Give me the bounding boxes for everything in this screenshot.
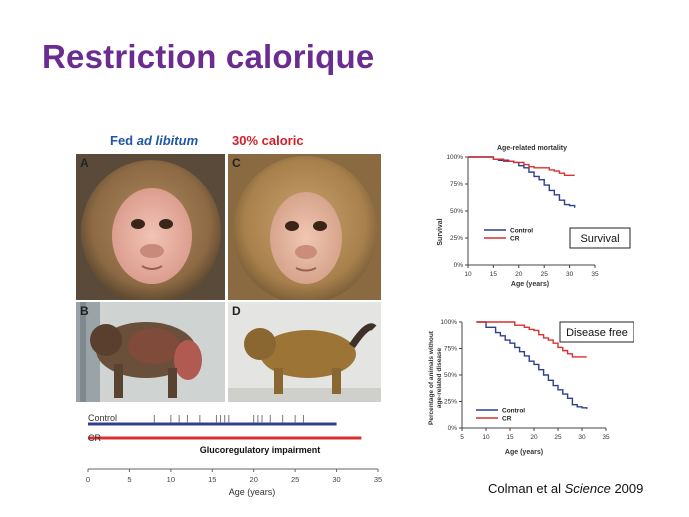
disease-free-y-axis-label-line1: Percentage of animals without [428, 330, 435, 425]
disease-free-x-tick-label: 30 [578, 434, 586, 441]
timeline-cr-label: CR [88, 433, 101, 443]
slide-title: Restriction calorique [42, 38, 375, 75]
monkey-body-illustration [228, 302, 381, 402]
citation-authors: Colman et al [488, 481, 565, 496]
disease-free-annotation: Disease free [566, 327, 628, 339]
disease-free-series-cr-line [476, 321, 587, 358]
monkey-body-illustration [76, 302, 225, 402]
survival-x-tick-label: 20 [515, 271, 523, 278]
monkey-face-illustration [228, 154, 381, 300]
panel-label-c: C [232, 156, 241, 170]
survival-x-tick-label: 35 [591, 271, 599, 278]
citation: Colman et al Science 2009 [488, 481, 643, 496]
monkey-face-illustration [76, 154, 225, 300]
survival-y-tick-label: 75% [450, 181, 463, 188]
timeline-x-tick-label: 5 [127, 475, 131, 484]
disease-free-y-tick-label: 25% [444, 399, 457, 406]
survival-y-tick-label: 100% [446, 154, 463, 161]
timeline-x-tick-label: 25 [291, 475, 299, 484]
disease-free-chart: Percentage of animals without age-relate… [428, 319, 634, 456]
survival-x-tick-label: 25 [541, 271, 549, 278]
column-header-caloric: 30% caloric [232, 133, 304, 148]
timeline-annotation: Glucoregulatory impairment [200, 445, 321, 455]
disease-free-y-tick-label: 100% [440, 319, 457, 326]
survival-chart-title: Age-related mortality [497, 145, 567, 152]
photo-panel-d: D [228, 302, 381, 402]
survival-y-tick-label: 25% [450, 235, 463, 242]
disease-free-y-tick-label: 50% [444, 372, 457, 379]
disease-free-x-tick-label: 5 [460, 434, 464, 441]
disease-free-x-tick-label: 15 [506, 434, 514, 441]
disease-free-y-axis-label-line2: age-related disease [436, 347, 443, 408]
disease-free-legend-label-control: Control [502, 408, 525, 415]
disease-free-x-tick-label: 25 [554, 434, 562, 441]
survival-x-tick-label: 30 [566, 271, 574, 278]
survival-x-tick-label: 10 [464, 271, 472, 278]
disease-free-x-tick-label: 20 [530, 434, 538, 441]
timeline-x-tick-label: 15 [208, 475, 216, 484]
survival-annotation: Survival [580, 233, 619, 245]
photo-panel-a: A [76, 154, 225, 300]
survival-y-tick-label: 0% [454, 262, 464, 269]
column-header-fed-emphasis: ad libitum [136, 133, 199, 148]
panel-label-b: B [80, 304, 89, 318]
timeline-x-axis-label: Age (years) [229, 487, 276, 497]
photo-panel-c: C [228, 154, 381, 300]
panel-label-d: D [232, 304, 241, 318]
timeline-x-tick-label: 0 [86, 475, 90, 484]
column-header-fed-prefix: Fed [110, 133, 137, 148]
glucoregulatory-timeline: 0 5 10 15 20 25 30 35 Control CR Glucoregulator… [86, 413, 382, 497]
citation-journal: Science [564, 481, 611, 496]
survival-annotation-box [569, 227, 631, 249]
survival-chart: Age-related mortality Survival Age (year… [437, 145, 631, 288]
timeline-control-label: Control [88, 413, 117, 423]
disease-free-series-control-line [476, 321, 588, 409]
timeline-x-tick-label: 20 [250, 475, 258, 484]
timeline-x-tick-label: 35 [374, 475, 382, 484]
timeline-x-tick-label: 10 [167, 475, 175, 484]
survival-y-tick-label: 50% [450, 208, 463, 215]
disease-free-legend-label-cr: CR [502, 416, 512, 423]
disease-free-y-tick-label: 0% [448, 425, 458, 432]
photo-panel-b: B [76, 302, 225, 402]
disease-free-x-axis-label: Age (years) [505, 449, 543, 456]
disease-free-annotation-box [559, 321, 634, 343]
survival-legend-label-cr: CR [510, 236, 520, 243]
timeline-x-tick-label: 30 [332, 475, 340, 484]
survival-series-control-line [468, 156, 576, 208]
survival-x-tick-label: 15 [490, 271, 498, 278]
survival-y-axis-label: Survival [437, 218, 444, 245]
disease-free-x-tick-label: 10 [482, 434, 490, 441]
disease-free-y-tick-label: 75% [444, 346, 457, 353]
survival-legend-label-control: Control [510, 228, 533, 235]
survival-x-axis-label: Age (years) [511, 281, 549, 288]
citation-year: 2009 [610, 481, 644, 496]
panel-label-a: A [80, 156, 89, 170]
disease-free-x-tick-label: 35 [602, 434, 610, 441]
column-header-fed: Fed ad libitum [110, 133, 198, 148]
survival-series-cr-line [468, 156, 575, 177]
